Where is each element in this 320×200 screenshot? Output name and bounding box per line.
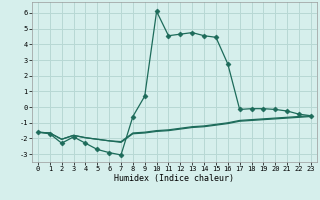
X-axis label: Humidex (Indice chaleur): Humidex (Indice chaleur) bbox=[115, 174, 234, 183]
